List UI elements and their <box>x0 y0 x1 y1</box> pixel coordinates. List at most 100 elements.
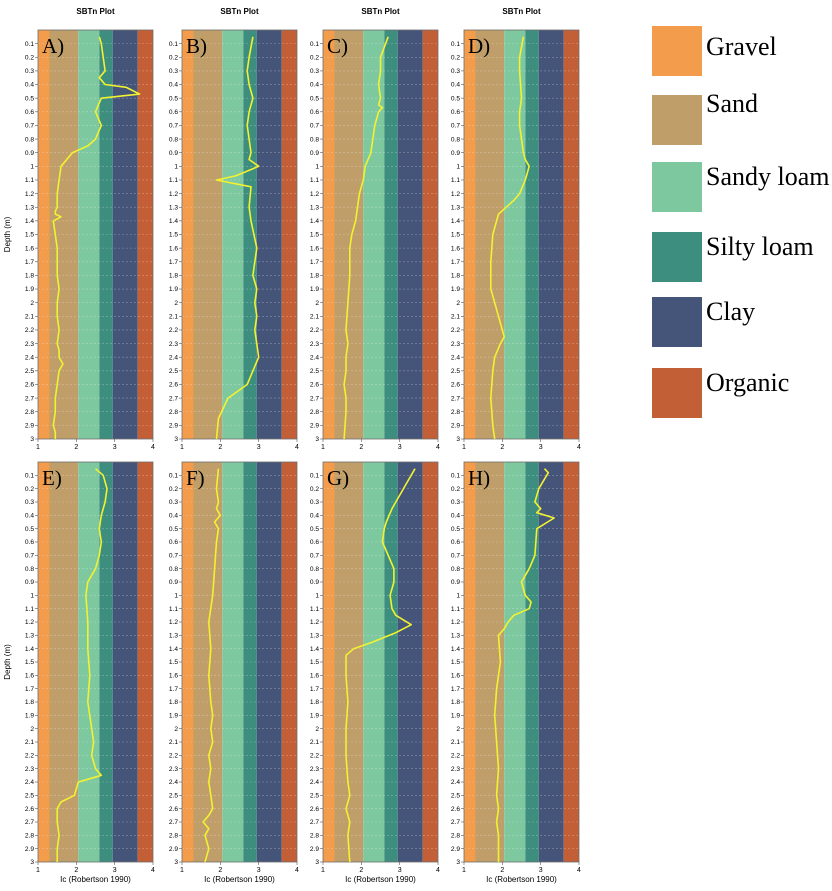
y-tick-label: 2.3 <box>451 766 460 773</box>
x-tick-label: 1 <box>321 444 325 451</box>
y-tick-label: 1.2 <box>169 191 178 198</box>
y-tick-label: 2.9 <box>310 846 319 853</box>
y-tick-label: 1.6 <box>169 673 178 680</box>
y-tick-label: 0.7 <box>25 553 34 560</box>
y-tick-label: 0.6 <box>451 539 460 546</box>
y-tick-label: 0.8 <box>25 566 34 573</box>
y-tick-label: 1.3 <box>310 633 319 640</box>
y-tick-label: 0.4 <box>25 82 34 89</box>
y-tick-label: 1.5 <box>310 232 319 239</box>
x-tick-label: 3 <box>113 867 117 874</box>
y-tick-label: 2.2 <box>310 327 319 334</box>
y-tick-label: 1.5 <box>451 659 460 666</box>
y-tick-label: 3 <box>456 859 460 866</box>
zone-band-silty-loam <box>384 462 398 862</box>
y-tick-label: 1.5 <box>25 659 34 666</box>
zone-band-sandy-loam <box>78 30 100 439</box>
y-tick-label: 1.5 <box>25 232 34 239</box>
x-tick-label: 1 <box>462 444 466 451</box>
y-axis-label: Depth (m) <box>3 216 12 252</box>
y-tick-label: 2.8 <box>169 833 178 840</box>
ic-profile-line <box>56 468 108 862</box>
y-tick-label: 2.9 <box>451 423 460 430</box>
y-tick-label: 2.4 <box>25 779 34 786</box>
y-tick-label: 2.5 <box>169 368 178 375</box>
sbtn-panel-c: SBTn Plot 0.1 0.2 0.3 0.4 0.5 0.6 0.7 0.8 0.9 1 1.1… <box>310 7 440 451</box>
y-tick-label: 3 <box>456 436 460 443</box>
zone-band-sand <box>193 462 223 862</box>
y-tick-label: 3 <box>315 436 319 443</box>
y-tick-label: 2 <box>315 726 319 733</box>
zone-band-clay <box>112 462 138 862</box>
y-tick-label: 1.2 <box>310 191 319 198</box>
y-tick-label: 0.5 <box>25 526 34 533</box>
y-tick-label: 2 <box>456 726 460 733</box>
panel-label: F) <box>186 466 205 490</box>
y-tick-label: 2.3 <box>310 766 319 773</box>
y-tick-label: 0.2 <box>451 486 460 493</box>
y-tick-label: 1.8 <box>310 699 319 706</box>
zone-band-sand <box>193 30 223 439</box>
plot-title: SBTn Plot <box>220 7 259 16</box>
zone-band-gravel <box>38 462 50 862</box>
y-tick-label: 1.3 <box>310 204 319 211</box>
y-tick-label: 2.6 <box>169 382 178 389</box>
y-tick-label: 1.1 <box>169 177 178 184</box>
y-tick-label: 2.7 <box>451 395 460 402</box>
zone-band-sand <box>475 30 505 439</box>
y-tick-label: 1.9 <box>169 286 178 293</box>
y-tick-label: 1.8 <box>169 699 178 706</box>
zone-band-silty-loam <box>243 30 257 439</box>
zone-band-sandy-loam <box>504 462 526 862</box>
y-tick-label: 1.3 <box>169 204 178 211</box>
y-tick-label: 2.5 <box>310 793 319 800</box>
y-tick-label: 2.6 <box>25 382 34 389</box>
y-tick-label: 0.1 <box>169 41 178 48</box>
y-tick-label: 2.7 <box>25 395 34 402</box>
y-tick-label: 2 <box>174 726 178 733</box>
y-tick-label: 0.2 <box>169 54 178 61</box>
y-tick-label: 2.5 <box>25 793 34 800</box>
legend-swatch <box>652 95 702 145</box>
y-tick-label: 1.4 <box>169 218 178 225</box>
y-tick-label: 2.5 <box>310 368 319 375</box>
y-tick-label: 1.6 <box>310 673 319 680</box>
y-tick-label: 1.6 <box>451 245 460 252</box>
y-tick-label: 3 <box>315 859 319 866</box>
y-tick-label: 2.9 <box>310 423 319 430</box>
zone-band-sand <box>475 462 505 862</box>
y-tick-label: 0.3 <box>310 68 319 75</box>
x-tick-label: 2 <box>500 444 504 451</box>
y-tick-label: 2 <box>456 300 460 307</box>
y-tick-label: 2.2 <box>25 327 34 334</box>
y-tick-label: 2.3 <box>169 766 178 773</box>
y-tick-label: 1.3 <box>169 633 178 640</box>
y-tick-label: 0.3 <box>169 499 178 506</box>
y-tick-label: 0.7 <box>451 553 460 560</box>
y-tick-label: 2.8 <box>25 833 34 840</box>
zone-band-clay <box>112 30 138 439</box>
x-tick-label: 1 <box>36 867 40 874</box>
zone-band-gravel <box>182 462 194 862</box>
y-tick-label: 2.5 <box>451 793 460 800</box>
legend-swatch <box>652 297 702 347</box>
y-tick-label: 1.2 <box>169 619 178 626</box>
y-tick-label: 2.6 <box>310 382 319 389</box>
y-tick-label: 0.6 <box>451 109 460 116</box>
x-tick-label: 2 <box>218 444 222 451</box>
y-tick-label: 0.2 <box>25 54 34 61</box>
y-tick-label: 0.8 <box>310 566 319 573</box>
panel-label: G) <box>327 466 349 490</box>
y-tick-label: 2.4 <box>25 354 34 361</box>
y-tick-label: 1.7 <box>451 686 460 693</box>
y-tick-label: 0.1 <box>310 473 319 480</box>
sbtn-panel-f: 0.1 0.2 0.3 0.4 0.5 0.6 0.7 0.8 0.9 1 1.1 1.2 1.3 1.4… <box>169 461 299 884</box>
y-tick-label: 0.2 <box>169 486 178 493</box>
ic-profile-line <box>52 36 141 439</box>
panel-label: B) <box>186 34 207 58</box>
y-tick-label: 1.5 <box>169 232 178 239</box>
y-tick-label: 0.7 <box>169 123 178 130</box>
y-tick-label: 0.8 <box>310 136 319 143</box>
legend-label: Clay <box>706 297 756 326</box>
